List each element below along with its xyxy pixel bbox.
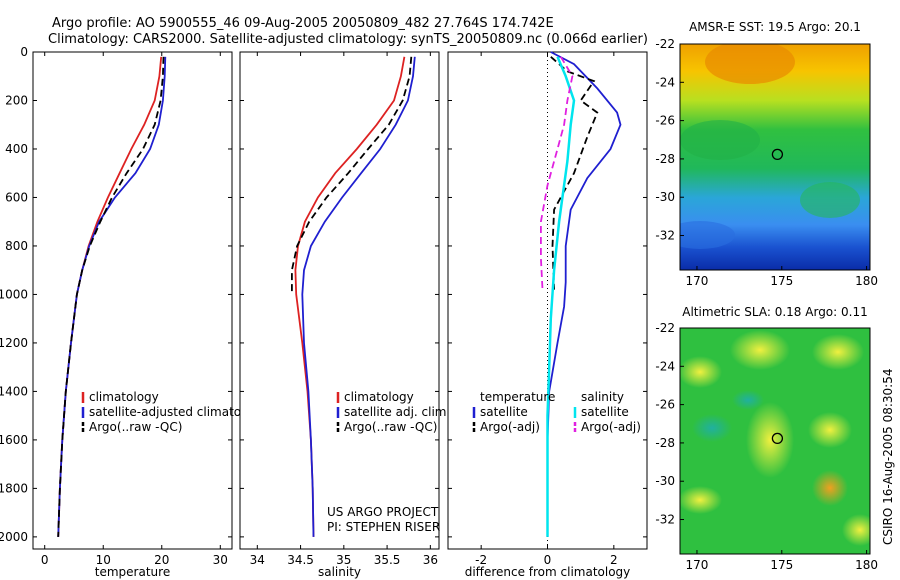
x-tick-label: 20 bbox=[154, 553, 169, 567]
map-y-tick-label: -24 bbox=[655, 359, 675, 373]
legend-label: climatology bbox=[89, 390, 159, 404]
y-tick-label: 1200 bbox=[0, 336, 28, 350]
y-tick-label: 800 bbox=[5, 239, 28, 253]
series-line-2 bbox=[290, 56, 413, 295]
x-tick-label: 30 bbox=[213, 553, 228, 567]
legend-label: satellite bbox=[581, 405, 629, 419]
map-x-tick-label: 175 bbox=[770, 274, 793, 288]
map-panel-1: Altimetric SLA: 0.18 Argo: 0.11 170 175 180… bbox=[655, 305, 878, 572]
map-y-tick-label: -22 bbox=[655, 321, 675, 335]
pi-credit: PI: STEPHEN RISER bbox=[327, 520, 440, 534]
y-tick-label: 1400 bbox=[0, 384, 28, 398]
legend-label: Argo(-adj) bbox=[480, 420, 540, 434]
profile-panel-0: 0 10 20 30 0 200 400 600 800 1000 1200 1400 1600 1800… bbox=[0, 45, 267, 579]
series-line-2 bbox=[57, 56, 165, 537]
legend-label: Argo(..raw -QC) bbox=[89, 420, 182, 434]
map-x-tick-label: 180 bbox=[855, 274, 878, 288]
map-y-tick-label: -26 bbox=[655, 114, 675, 128]
x-tick-label: -2 bbox=[475, 553, 487, 567]
y-tick-label: 1600 bbox=[0, 433, 28, 447]
map-y-tick-label: -32 bbox=[655, 229, 675, 243]
profile-panel-1: 34 34.5 35 35.5 36 salinity climatologysatelli… bbox=[239, 51, 450, 579]
map-y-tick-label: -22 bbox=[655, 37, 675, 51]
plot-frame bbox=[239, 51, 440, 550]
plot-frame bbox=[32, 51, 233, 550]
legend-label: salinity bbox=[581, 390, 624, 404]
series-line-2 bbox=[546, 56, 576, 537]
map-frame bbox=[679, 327, 871, 555]
map-x-tick-label: 180 bbox=[855, 558, 878, 572]
map-x-tick-label: 170 bbox=[686, 274, 709, 288]
map-y-tick-label: -28 bbox=[655, 436, 675, 450]
x-tick-label: 0 bbox=[41, 553, 49, 567]
legend-label: temperature bbox=[480, 390, 555, 404]
y-tick-label: 200 bbox=[5, 93, 28, 107]
figure-title-line2: Climatology: CARS2000. Satellite-adjuste… bbox=[48, 32, 648, 47]
map-frame bbox=[679, 43, 871, 271]
map-y-tick-label: -24 bbox=[655, 75, 675, 89]
x-tick-label: 35 bbox=[336, 553, 351, 567]
map-y-tick-label: -30 bbox=[655, 190, 675, 204]
y-tick-label: 1800 bbox=[0, 481, 28, 495]
map-y-tick-label: -28 bbox=[655, 152, 675, 166]
legend-label: climatology bbox=[344, 390, 414, 404]
map-title: AMSR-E SST: 19.5 Argo: 20.1 bbox=[689, 20, 861, 34]
y-tick-label: 0 bbox=[20, 45, 28, 59]
legend-label: satellite bbox=[480, 405, 528, 419]
y-tick-label: 600 bbox=[5, 190, 28, 204]
legend-label: satellite adj. clim. bbox=[344, 405, 450, 419]
map-title: Altimetric SLA: 0.18 Argo: 0.11 bbox=[682, 305, 867, 319]
series-line-1 bbox=[550, 56, 599, 290]
project-credit: US ARGO PROJECT bbox=[327, 505, 439, 519]
timestamp-credit: CSIRO 16-Aug-2005 08:30:54 bbox=[881, 369, 895, 545]
sla-map bbox=[680, 328, 870, 554]
y-tick-label: 1000 bbox=[0, 287, 28, 301]
x-axis-label: difference from climatology bbox=[465, 565, 631, 579]
legend-label: satellite-adjusted climatology bbox=[89, 405, 267, 419]
legend-label: Argo(-adj) bbox=[581, 420, 641, 434]
x-tick-label: 2 bbox=[610, 553, 618, 567]
map-y-tick-label: -30 bbox=[655, 474, 675, 488]
map-x-tick-label: 175 bbox=[770, 558, 793, 572]
x-tick-label: 0 bbox=[544, 553, 552, 567]
figure-title-line1: Argo profile: AO 5900555_46 09-Aug-2005 … bbox=[52, 16, 554, 31]
map-panel-0: AMSR-E SST: 19.5 Argo: 20.1 170 175 180 -22 -… bbox=[655, 20, 878, 288]
sst-map bbox=[680, 44, 870, 270]
map-x-tick-label: 170 bbox=[686, 558, 709, 572]
x-tick-label: 10 bbox=[96, 553, 111, 567]
x-axis-label: salinity bbox=[318, 565, 361, 579]
map-y-tick-label: -32 bbox=[655, 513, 675, 527]
y-tick-label: 2000 bbox=[0, 530, 28, 544]
series-line-1 bbox=[301, 56, 416, 537]
map-y-tick-label: -26 bbox=[655, 398, 675, 412]
legend-label: Argo(..raw -QC) bbox=[344, 420, 437, 434]
y-tick-label: 400 bbox=[5, 142, 28, 156]
x-tick-label: 34.5 bbox=[287, 553, 314, 567]
x-tick-label: 36 bbox=[423, 553, 438, 567]
x-tick-label: 35.5 bbox=[374, 553, 401, 567]
x-tick-label: 34 bbox=[250, 553, 265, 567]
x-axis-label: temperature bbox=[95, 565, 170, 579]
argo-float-marker bbox=[771, 432, 784, 445]
map-axes: AMSR-E SST: 19.5 Argo: 20.1 170 175 180 -22 -… bbox=[655, 20, 878, 572]
argo-float-marker bbox=[771, 148, 784, 161]
